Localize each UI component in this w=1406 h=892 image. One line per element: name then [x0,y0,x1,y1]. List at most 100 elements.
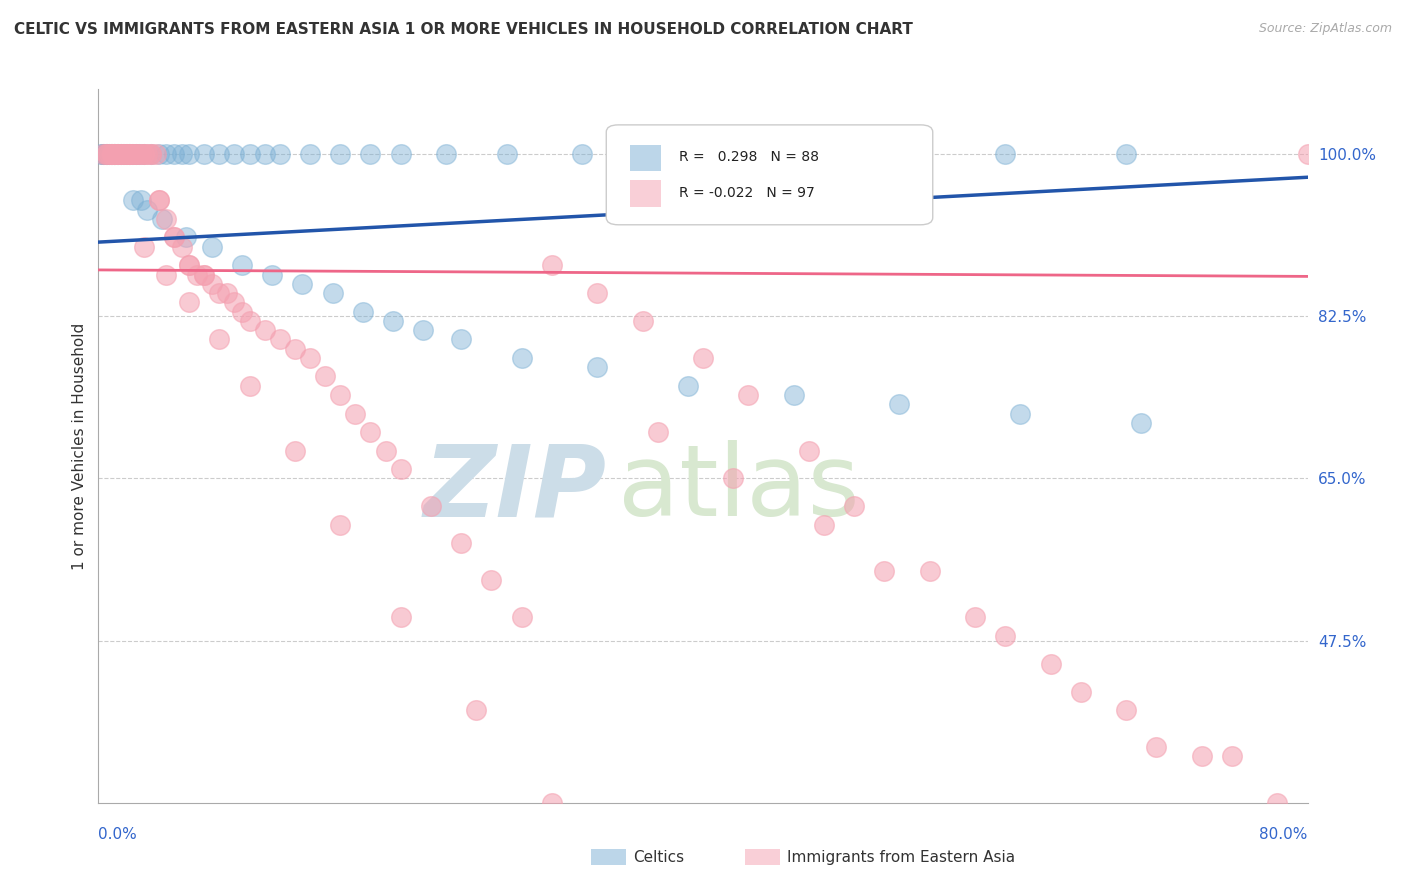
Point [170,147,193,161]
Point [389,147,412,161]
Point [103,147,125,161]
Point [193,268,215,282]
Text: atlas: atlas [619,441,860,537]
Point [322,286,344,301]
Point [104,147,127,161]
Point [93,147,115,161]
Point [118,147,141,161]
Point [768,147,790,161]
Point [118,147,141,161]
Text: R = -0.022   N = 97: R = -0.022 N = 97 [679,186,814,200]
Point [389,462,412,476]
Point [224,295,246,310]
Point [105,147,128,161]
Point [586,286,609,301]
Point [128,147,150,161]
Point [186,268,208,282]
Point [101,147,124,161]
Point [132,240,155,254]
Point [112,147,135,161]
Point [103,147,125,161]
Point [1039,657,1062,671]
Point [96,147,118,161]
Point [125,147,148,161]
Point [737,388,759,402]
Point [94,147,117,161]
Point [262,268,284,282]
Point [1115,147,1137,161]
Point [389,610,412,624]
Point [1267,796,1289,810]
Text: R =   0.298   N = 88: R = 0.298 N = 88 [679,150,818,164]
Point [314,369,336,384]
Point [541,258,564,272]
Point [465,703,488,717]
Point [111,147,134,161]
Point [1010,407,1032,421]
Point [120,147,142,161]
Point [107,147,129,161]
Point [115,147,138,161]
Point [100,147,122,161]
Point [98,147,121,161]
Point [299,147,322,161]
Point [98,147,121,161]
Point [299,351,322,365]
Point [352,304,374,318]
Point [844,500,866,514]
Point [155,268,177,282]
Point [1070,684,1092,698]
Point [631,314,654,328]
Point [239,147,262,161]
Point [100,147,122,161]
Point [450,536,472,550]
Point [291,277,314,291]
Point [231,258,253,272]
Point [174,230,197,244]
Point [132,147,155,161]
Point [110,147,132,161]
Point [135,147,157,161]
Point [965,610,987,624]
Point [179,258,201,272]
Point [101,147,124,161]
Point [114,147,136,161]
Point [110,147,132,161]
Text: Immigrants from Eastern Asia: Immigrants from Eastern Asia [787,850,1015,864]
Point [193,147,215,161]
Point [647,425,669,439]
Point [1115,703,1137,717]
Point [239,314,262,328]
Text: CELTIC VS IMMIGRANTS FROM EASTERN ASIA 1 OR MORE VEHICLES IN HOUSEHOLD CORRELATI: CELTIC VS IMMIGRANTS FROM EASTERN ASIA 1… [14,22,912,37]
Point [783,388,806,402]
Point [360,147,382,161]
Point [1191,749,1213,764]
Point [873,564,896,578]
Point [193,268,215,282]
Point [122,147,145,161]
Point [994,629,1017,643]
Point [215,286,238,301]
Point [107,147,129,161]
Point [148,147,170,161]
Point [692,351,714,365]
Point [101,147,124,161]
Point [103,147,125,161]
Point [571,147,593,161]
Point [91,147,114,161]
Point [918,564,941,578]
Point [723,471,745,485]
Point [813,517,835,532]
Point [148,194,170,208]
Point [662,147,685,161]
Point [179,147,201,161]
FancyBboxPatch shape [630,145,661,171]
Point [163,230,186,244]
Point [141,147,163,161]
Point [94,147,117,161]
Point [110,147,132,161]
Point [100,147,122,161]
Point [360,425,382,439]
Point [163,230,186,244]
Point [586,360,609,375]
